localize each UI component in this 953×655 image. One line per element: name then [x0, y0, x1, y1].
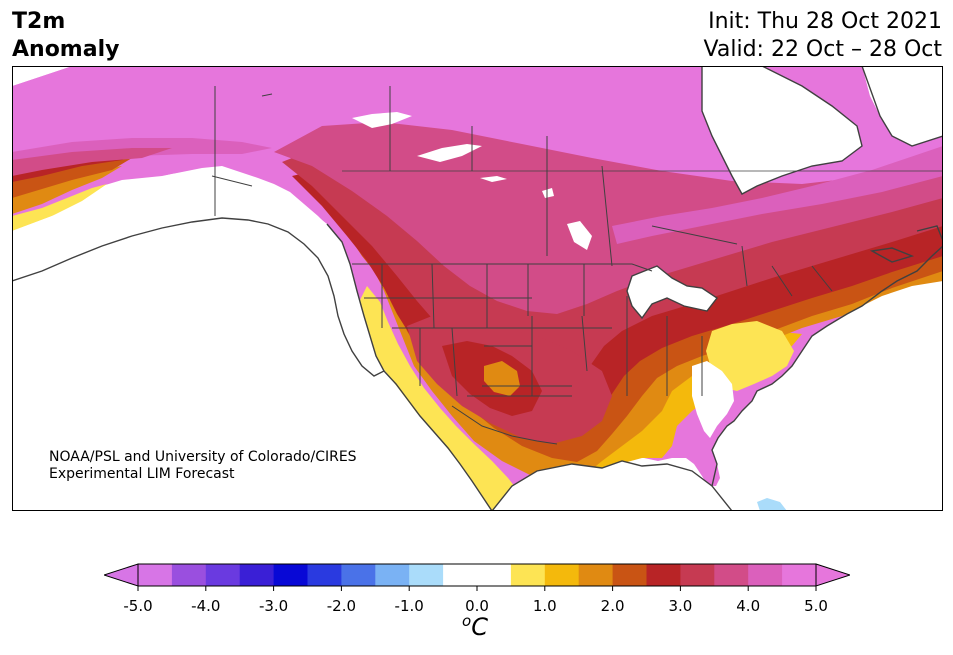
init-date: Init: Thu 28 Oct 2021: [708, 9, 942, 34]
colorbar-segment: [341, 564, 376, 586]
colorbar-segment: [409, 564, 444, 586]
unit-letter: C: [471, 613, 488, 641]
colorbar-tick-label: 5.0: [804, 597, 828, 615]
unit-superscript: o: [462, 612, 472, 630]
colorbar-segment: [307, 564, 342, 586]
colorbar-tick-label: 2.0: [600, 597, 625, 615]
forecast-dates: Init: Thu 28 Oct 2021 Valid: 22 Oct – 28…: [704, 8, 942, 64]
colorbar-segment: [612, 564, 647, 586]
colorbar-segment: [544, 564, 580, 586]
title-line-2: Anomaly: [12, 37, 120, 62]
colorbar-extend-high: [815, 563, 850, 587]
colorbar-tick-label: 0.0: [465, 597, 489, 615]
colorbar-segment: [578, 564, 614, 586]
colorbar-segment: [714, 564, 749, 586]
colorbar-segment: [171, 564, 207, 586]
water-bodies: [12, 66, 943, 511]
colorbar: [104, 563, 850, 591]
colorbar-segment: [273, 564, 308, 586]
unit-label: oC: [462, 612, 488, 641]
map-frame: [12, 66, 943, 511]
colorbar-tick-label: -1.0: [394, 597, 424, 615]
credit-text: NOAA/PSL and University of Colorado/CIRE…: [49, 449, 357, 483]
east-warm-region: [706, 321, 794, 391]
colorbar-segment: [239, 564, 275, 586]
colorbar-segment: [477, 564, 512, 586]
colorbar-segment: [748, 564, 783, 586]
colorbar-segment: [510, 564, 546, 586]
colorbar-tick-label: -3.0: [258, 597, 289, 615]
colorbar-tick-label: 1.0: [532, 597, 557, 615]
colorbar-tick-label: -2.0: [326, 597, 357, 615]
anomaly-map: [12, 66, 943, 511]
coastlines: [12, 66, 943, 511]
credit-line-1: NOAA/PSL and University of Colorado/CIRE…: [49, 449, 357, 465]
colorbar-segment: [138, 564, 173, 586]
colorbar-segment: [680, 564, 715, 586]
colorbar-segment: [205, 564, 241, 586]
title-line-1: T2m: [12, 9, 66, 34]
colorbar-segment: [443, 564, 478, 586]
colorbar-segment: [646, 564, 681, 586]
colorbar-tick-label: 3.0: [668, 597, 693, 615]
colorbar-tick-label: -5.0: [123, 597, 153, 615]
colorbar-segment: [375, 564, 410, 586]
boundary-lines: [211, 86, 942, 445]
credit-line-2: Experimental LIM Forecast: [49, 466, 235, 482]
colorbar-extend-low: [104, 563, 139, 587]
colorbar-tick-label: 4.0: [736, 597, 761, 615]
map-title: T2m Anomaly: [12, 8, 119, 64]
valid-range: Valid: 22 Oct – 28 Oct: [703, 37, 942, 62]
colorbar-tick-label: -4.0: [191, 597, 221, 615]
colorbar-segment: [782, 564, 817, 586]
